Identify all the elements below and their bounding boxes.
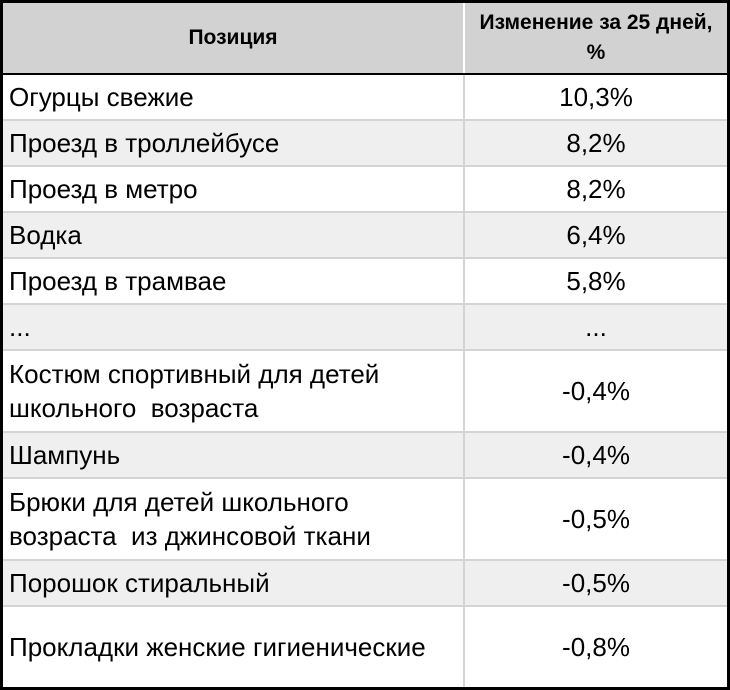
row-name: Проезд в трамвае <box>3 259 465 303</box>
row-value: 10,3% <box>559 82 633 112</box>
table-row: ... ... <box>3 305 727 351</box>
row-name: Огурцы свежие <box>3 75 465 119</box>
row-name: Водка <box>3 213 465 257</box>
table-row: Прокладки женские гигиенические -0,8% <box>3 607 727 687</box>
row-value: 8,2% <box>566 174 626 204</box>
row-value: -0,4% <box>562 440 630 470</box>
row-value: 5,8% <box>566 266 626 296</box>
table-row: Водка 6,4% <box>3 213 727 259</box>
row-name: Прокладки женские гигиенические <box>3 607 465 687</box>
row-name: Проезд в троллейбусе <box>3 121 465 165</box>
table-row: Шампунь -0,4% <box>3 433 727 479</box>
row-value: 6,4% <box>566 220 626 250</box>
row-value: ... <box>585 312 607 342</box>
row-value: 8,2% <box>566 128 626 158</box>
row-name: Шампунь <box>3 433 465 477</box>
table-row: Огурцы свежие 10,3% <box>3 75 727 121</box>
table-row: Костюм спортивный для детей школьного во… <box>3 351 727 433</box>
table-row: Проезд в трамвае 5,8% <box>3 259 727 305</box>
row-name: Проезд в метро <box>3 167 465 211</box>
table-row: Порошок стиральный -0,5% <box>3 561 727 607</box>
row-name: ... <box>3 305 465 349</box>
table-row: Проезд в троллейбусе 8,2% <box>3 121 727 167</box>
row-value: -0,8% <box>562 632 630 662</box>
table-row: Проезд в метро 8,2% <box>3 167 727 213</box>
row-name: Порошок стиральный <box>3 561 465 605</box>
header-position: Позиция <box>3 3 465 73</box>
row-value: -0,5% <box>562 568 630 598</box>
table-row: Брюки для детей школьного возраста из дж… <box>3 479 727 561</box>
row-name: Костюм спортивный для детей школьного во… <box>3 351 465 431</box>
header-change: Изменение за 25 дней, % <box>479 11 713 64</box>
row-name: Брюки для детей школьного возраста из дж… <box>3 479 465 559</box>
row-value: -0,5% <box>562 504 630 534</box>
table-header: Позиция Изменение за 25 дней, % <box>3 3 727 75</box>
row-value: -0,4% <box>562 376 630 406</box>
